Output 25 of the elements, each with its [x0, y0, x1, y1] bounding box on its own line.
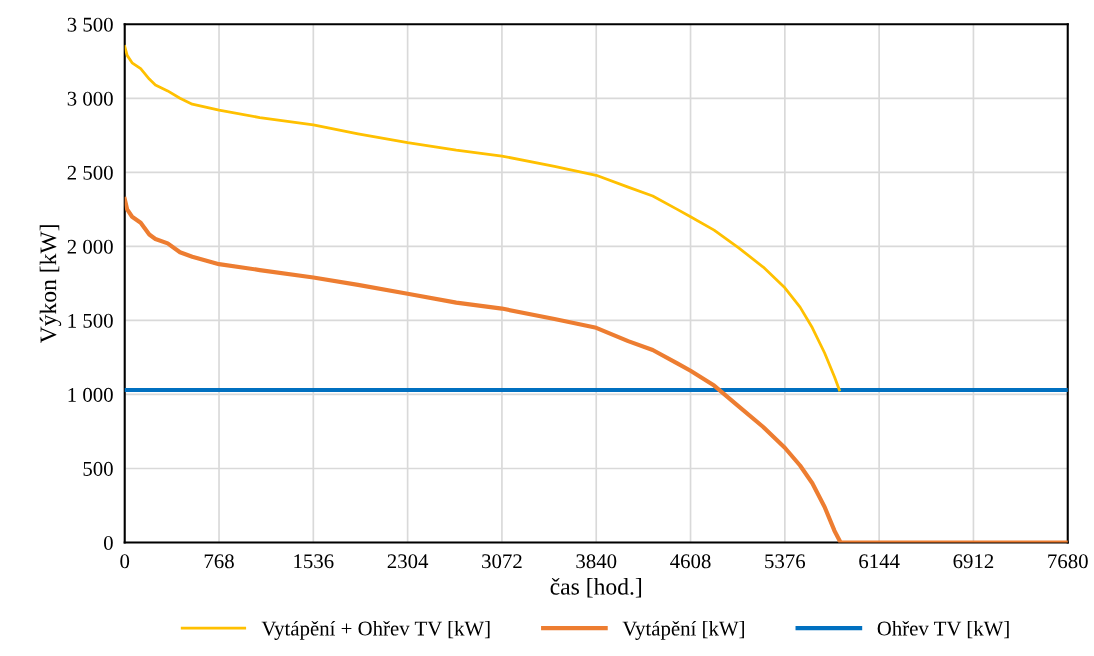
- x-tick-label: 1536: [294, 554, 334, 569]
- x-tick-label: 5376: [765, 554, 806, 569]
- x-tick-label: 2304: [387, 554, 429, 569]
- y-tick-label: 3 500: [67, 17, 113, 32]
- x-axis-title: čas [hod.]: [550, 578, 642, 598]
- x-tick-label: 0: [120, 554, 130, 569]
- line-series: [124, 45, 841, 392]
- legend-label: Vytápění [kW]: [622, 620, 744, 640]
- y-tick-label: 2 000: [67, 239, 113, 254]
- legend-label: Vytápění + Ohřev TV [kW]: [261, 620, 490, 640]
- x-tick-label: 6144: [859, 554, 900, 569]
- y-tick-label: 2 500: [67, 165, 113, 180]
- legend-label: Ohřev TV [kW]: [877, 620, 1009, 639]
- x-tick-label: 4608: [670, 554, 711, 569]
- x-tick-label: 768: [204, 554, 234, 569]
- y-tick-label: 1 000: [68, 387, 113, 402]
- y-tick-label: 1 500: [68, 313, 113, 328]
- y-axis-title: Výkon [kW]: [39, 225, 62, 344]
- y-tick-label: 500: [83, 461, 113, 476]
- x-tick-label: 3072: [482, 554, 522, 569]
- y-tick-label: 0: [103, 535, 113, 550]
- x-tick-label: 7680: [1048, 554, 1088, 569]
- x-tick-label: 3840: [576, 554, 617, 569]
- y-tick-label: 3 000: [67, 91, 113, 106]
- x-tick-label: 6912: [953, 554, 994, 569]
